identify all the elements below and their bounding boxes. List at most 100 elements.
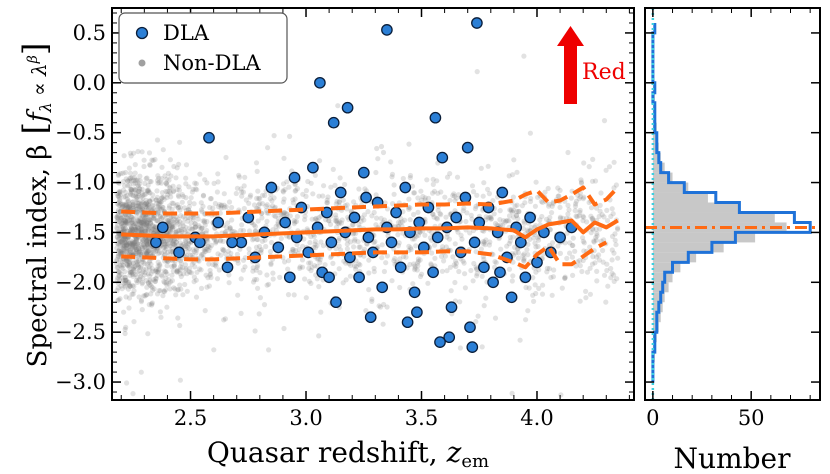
nondla-point [336,266,342,272]
nondla-point [203,248,209,254]
dla-point [531,256,543,269]
nondla-point [136,245,142,252]
nondla-point [257,196,263,202]
nondla-point [369,296,375,302]
nondla-point [120,220,126,226]
nondla-hist-bar [652,292,665,303]
nondla-point [154,269,160,275]
nondla-point [577,263,583,269]
nondla-point [419,271,425,277]
nondla-point [451,191,457,197]
nondla-point [580,196,586,202]
nondla-point [114,214,120,220]
nondla-point [134,247,140,253]
nondla-point [549,292,555,298]
nondla-point [184,253,190,259]
nondla-point [255,188,261,194]
nondla-point [601,118,608,124]
main-ticks: 2.5 3.0 3.5 4.00.50.0−0.5−1.0−1.5−2.0−2.5−3… [55,8,634,430]
nondla-point [118,201,124,207]
nondla-point [133,191,139,197]
nondla-point [227,225,233,231]
nondla-point [146,248,152,254]
nondla-point [415,258,421,264]
nondla-point [125,236,131,242]
nondla-point [373,222,379,228]
nondla-point [559,285,565,291]
nondla-point [238,186,244,192]
nondla-point [464,210,470,216]
nondla-point [573,198,580,204]
side-axes-frame [644,7,821,401]
nondla-point [200,192,207,198]
nondla-point [307,240,313,246]
nondla-point [178,260,184,266]
nondla-point [609,257,615,263]
nondla-point [149,301,155,307]
nondla-point [412,263,418,269]
nondla-point [150,202,156,208]
nondla-point [130,199,136,205]
nondla-point [177,258,183,264]
nondla-point [163,180,169,186]
nondla-point [175,205,181,211]
nondla-point [147,199,153,205]
nondla-point [145,331,151,337]
nondla-point [143,214,149,220]
nondla-point [183,240,189,246]
nondla-point [144,220,150,226]
nondla-point [515,250,522,256]
nondla-point [124,192,130,199]
nondla-point [565,211,571,217]
nondla-point [127,268,133,274]
nondla-point [444,234,450,240]
nondla-point [150,215,156,221]
nondla-point [135,183,142,189]
nondla-point [123,236,129,242]
nondla-point [425,195,432,201]
nondla-point [264,282,270,288]
dla-point [471,17,483,29]
nondla-point [180,214,186,220]
nondla-point [136,205,142,211]
dla-point [362,231,375,244]
nondla-point [128,227,134,233]
nondla-point [486,191,492,197]
nondla-point [183,243,189,249]
nondla-point [188,220,194,226]
nondla-point [162,251,168,257]
nondla-point [292,188,298,194]
nondla-point [196,223,202,229]
nondla-point [198,267,204,273]
nondla-point [132,244,138,250]
nondla-point [127,242,133,248]
nondla-point [391,258,397,264]
nondla-point [116,200,122,206]
dla-point [494,266,506,279]
nondla-point [497,208,503,214]
nondla-point [126,279,132,285]
dla-point [212,216,225,229]
nondla-point [198,285,205,291]
nondla-point [115,241,122,247]
nondla-point [430,190,436,196]
histogram [645,8,820,400]
nondla-point [612,231,618,237]
nondla-point [543,216,550,222]
nondla-point [171,224,177,230]
nondla-point [114,234,121,240]
nondla-point [121,235,127,242]
nondla-point [150,249,156,256]
nondla-point [125,262,131,268]
nondla-point [352,238,358,244]
nondla-point [114,265,120,271]
nondla-point [134,203,140,209]
nondla-point [137,178,143,184]
nondla-point [144,251,150,257]
nondla-point [183,175,189,181]
nondla-point [568,195,574,201]
nondla-point [128,214,134,220]
nondla-point [193,181,199,187]
nondla-point [141,217,147,223]
nondla-point [139,220,145,226]
